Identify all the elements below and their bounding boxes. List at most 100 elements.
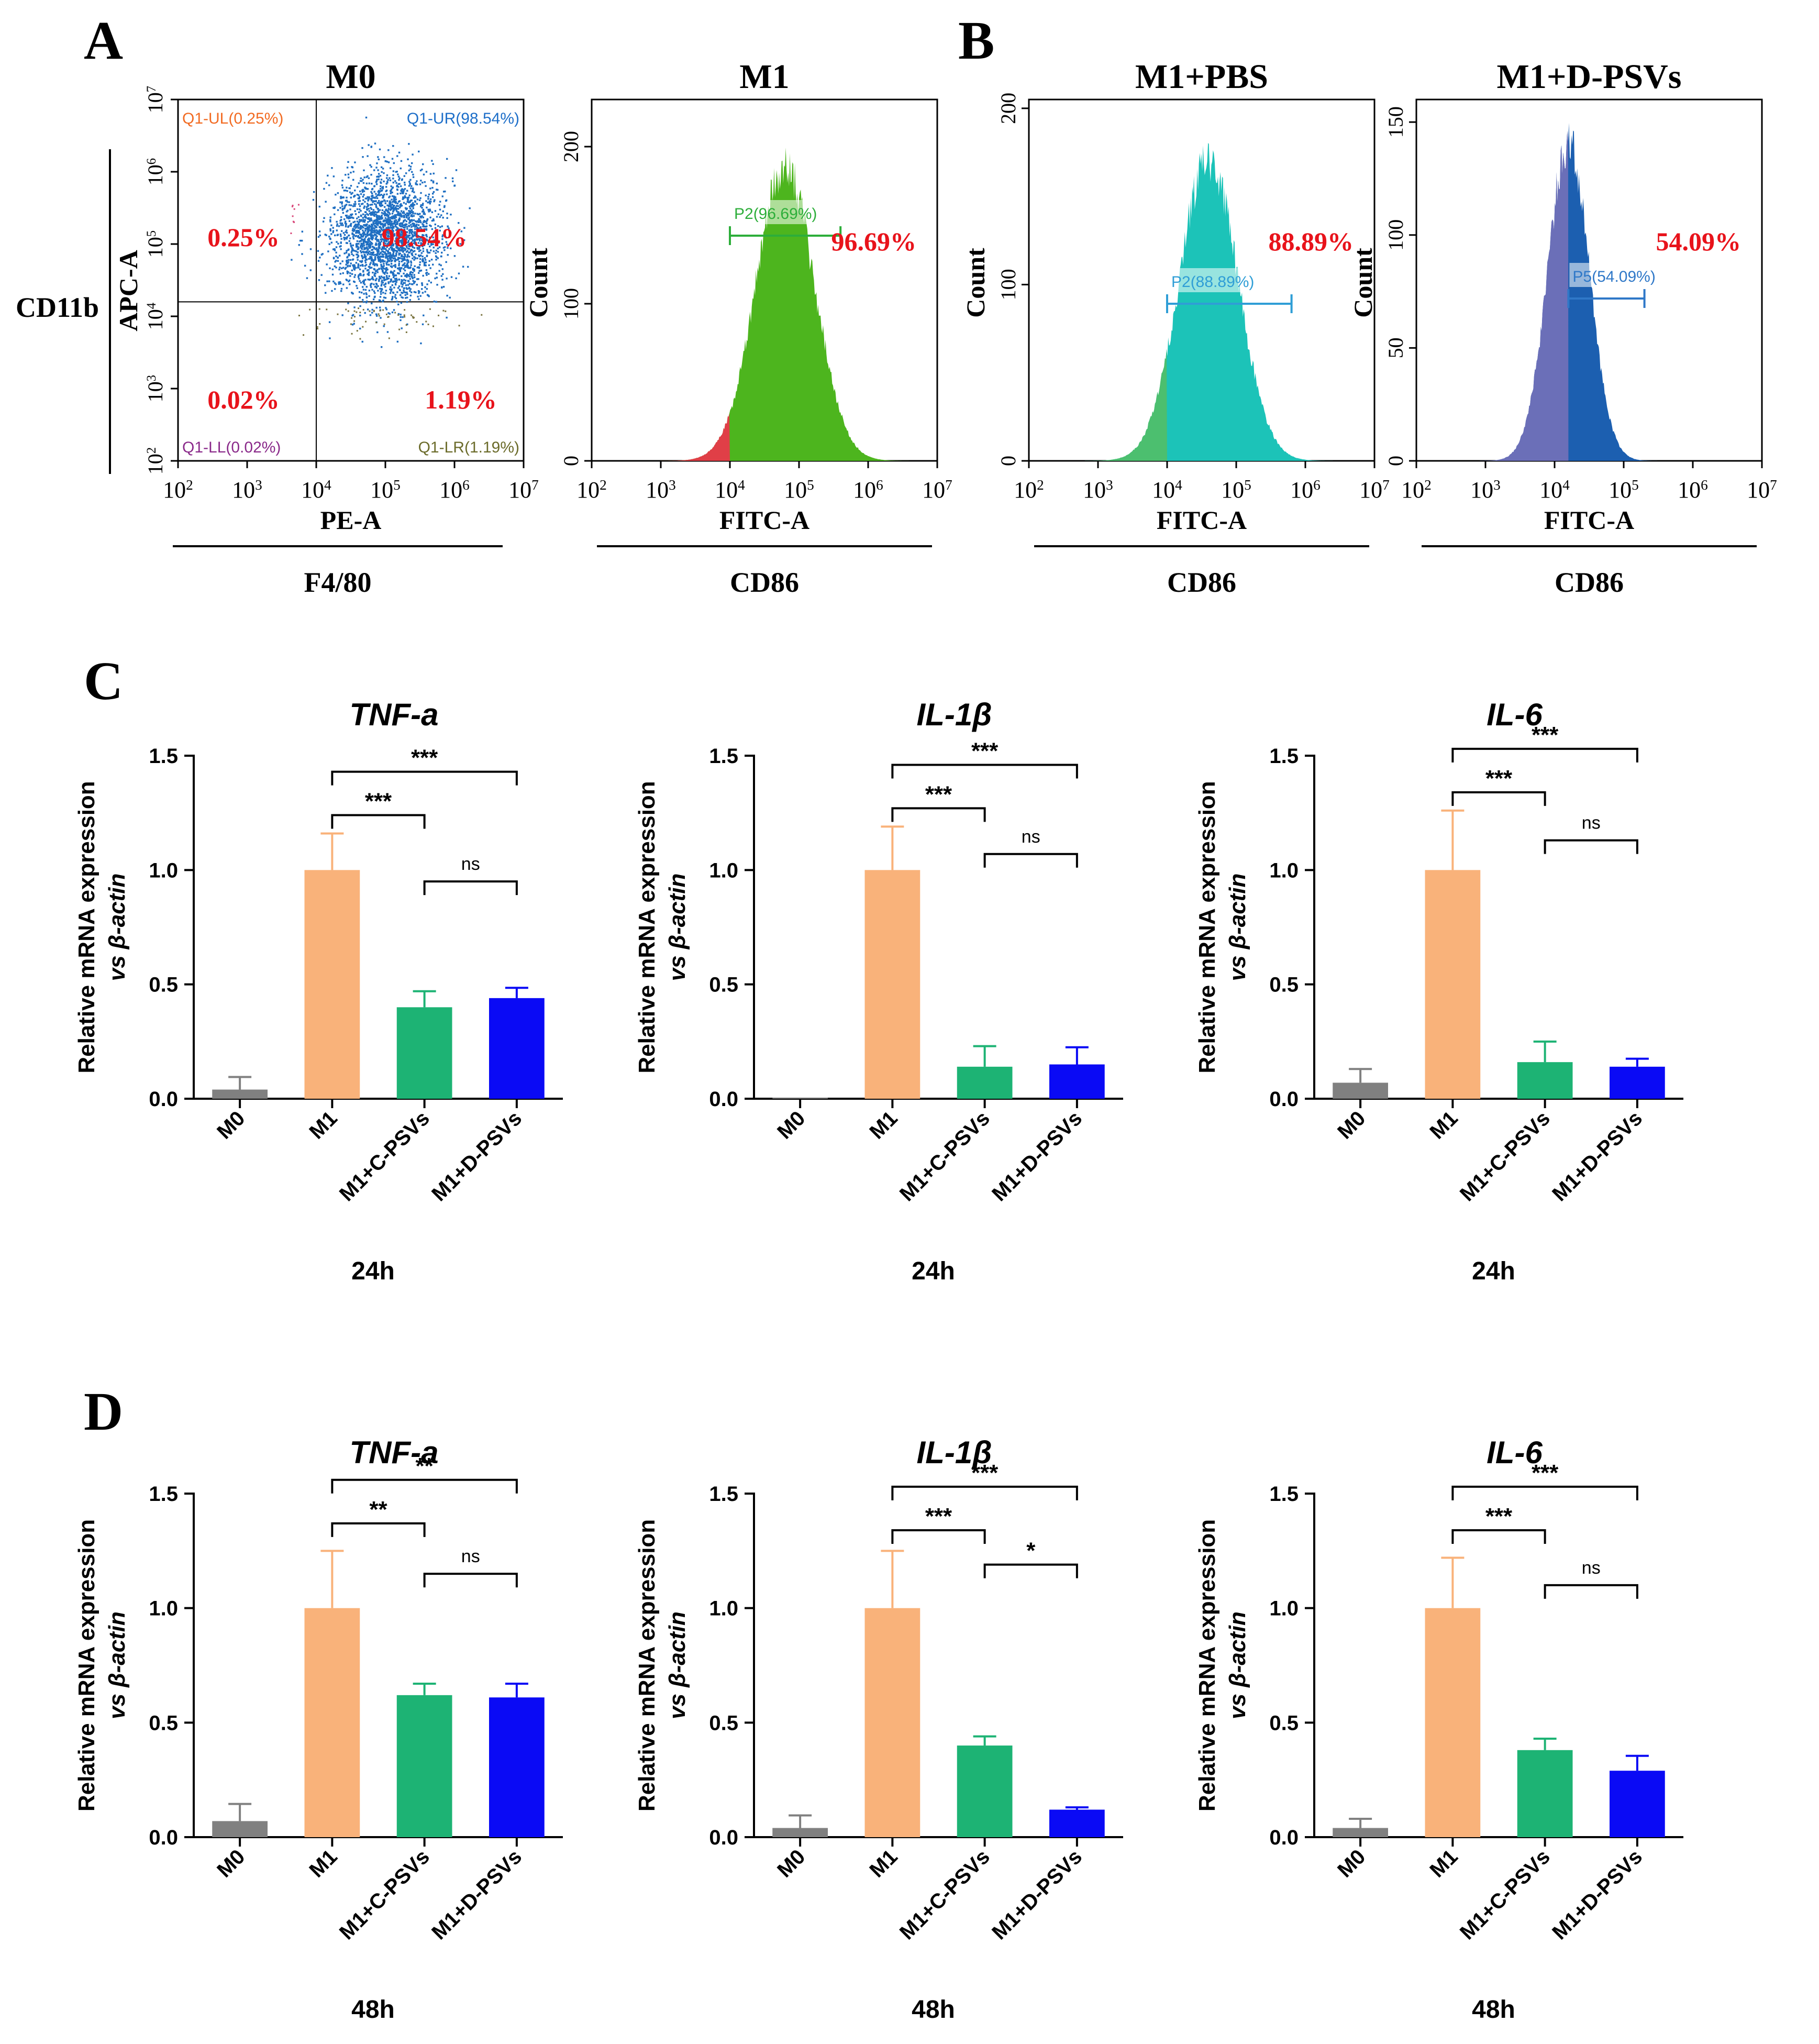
- scatter-point: [363, 245, 365, 247]
- scatter-point: [412, 230, 414, 233]
- scatter-point: [383, 248, 385, 250]
- scatter-point: [370, 251, 372, 254]
- scatter-point: [392, 245, 394, 247]
- scatter-point: [329, 219, 331, 221]
- scatter-point: [378, 178, 380, 181]
- scatter-point: [364, 187, 367, 190]
- scatter-point: [393, 200, 395, 203]
- scatter-point: [337, 192, 339, 194]
- scatter-point: [403, 211, 405, 213]
- gate-label: P2(88.89%): [1171, 273, 1254, 291]
- scatter-point: [348, 254, 350, 257]
- scatter-point: [438, 270, 440, 272]
- scatter-point: [383, 233, 385, 235]
- scatter-point: [406, 262, 408, 264]
- significance-label: **: [369, 1497, 387, 1522]
- y-axis-label-2: vs β-actin: [664, 1611, 690, 1719]
- scatter-point: [422, 229, 425, 232]
- scatter-point: [368, 271, 370, 273]
- scatter-point: [410, 245, 412, 247]
- scatter-point: [434, 210, 437, 212]
- scatter-point: [375, 242, 377, 245]
- scatter-point: [380, 263, 382, 266]
- scatter-point: [369, 240, 371, 243]
- scatter-point: [406, 198, 409, 201]
- scatter-point: [320, 274, 323, 276]
- scatter-point: [416, 198, 419, 201]
- scatter-point: [415, 182, 417, 184]
- y-tick-label: 0.5: [709, 1711, 738, 1734]
- scatter-point: [405, 284, 407, 286]
- scatter-point: [393, 248, 395, 250]
- scatter-point: [340, 238, 342, 240]
- histogram-area-pregate: [1029, 349, 1167, 461]
- bar-m0: [1333, 1082, 1388, 1099]
- scatter-point: [299, 239, 302, 242]
- scatter-point: [346, 214, 348, 217]
- scatter-point: [414, 228, 416, 230]
- scatter-point: [418, 255, 420, 258]
- scatter-point: [419, 270, 422, 272]
- scatter-point: [373, 223, 375, 225]
- scatter-point: [377, 248, 379, 251]
- scatter-point: [429, 236, 431, 239]
- scatter-point: [374, 234, 376, 236]
- scatter-point: [381, 246, 384, 248]
- scatter-point: [341, 209, 344, 211]
- scatter-point: [382, 168, 384, 170]
- scatter-point: [291, 259, 293, 261]
- scatter-point-lr: [337, 313, 339, 315]
- scatter-point: [392, 181, 394, 184]
- scatter-point: [386, 272, 389, 274]
- scatter-point: [418, 150, 420, 153]
- x-tick-label: 106: [853, 477, 883, 503]
- scatter-point: [410, 187, 412, 190]
- scatter-point: [382, 255, 384, 258]
- scatter-point: [394, 201, 396, 203]
- scatter-point: [409, 179, 412, 181]
- scatter-point: [395, 229, 397, 231]
- scatter-point: [371, 231, 374, 234]
- scatter-point: [332, 175, 335, 178]
- scatter-point: [376, 263, 378, 266]
- scatter-point: [390, 234, 393, 236]
- scatter-point: [351, 233, 353, 235]
- scatter-point: [327, 250, 329, 252]
- scatter-point: [357, 223, 359, 226]
- scatter-point: [396, 230, 399, 232]
- scatter-point: [371, 302, 373, 305]
- quadrant-percent: 98.54%: [382, 223, 467, 252]
- scatter-point: [391, 237, 394, 240]
- scatter-point: [400, 236, 402, 238]
- scatter-point: [441, 195, 443, 197]
- scatter-point: [353, 265, 356, 268]
- scatter-point: [412, 257, 414, 260]
- y-tick-label: 103: [143, 375, 167, 402]
- scatter-point: [368, 144, 370, 146]
- scatter-point: [447, 247, 449, 249]
- scatter-point: [399, 215, 402, 217]
- scatter-point: [407, 280, 409, 282]
- scatter-point: [398, 240, 401, 242]
- scatter-point: [422, 181, 424, 184]
- scatter-point: [405, 203, 407, 205]
- scatter-point: [359, 240, 362, 242]
- scatter-point: [345, 267, 347, 269]
- scatter-point: [352, 255, 354, 257]
- scatter-point: [341, 184, 343, 186]
- scatter-point: [408, 251, 410, 254]
- scatter-point: [337, 257, 339, 259]
- scatter-point: [414, 265, 416, 268]
- scatter-point-ul: [290, 232, 292, 234]
- scatter-point: [404, 262, 406, 264]
- scatter-point: [362, 246, 364, 248]
- scatter-point: [401, 258, 403, 260]
- scatter-point: [387, 216, 390, 218]
- scatter-point: [431, 160, 433, 162]
- scatter-point: [393, 270, 395, 272]
- scatter-point: [405, 251, 408, 253]
- scatter-point: [362, 235, 364, 238]
- scatter-point: [319, 234, 321, 237]
- scatter-point: [360, 245, 362, 247]
- scatter-point: [361, 263, 364, 266]
